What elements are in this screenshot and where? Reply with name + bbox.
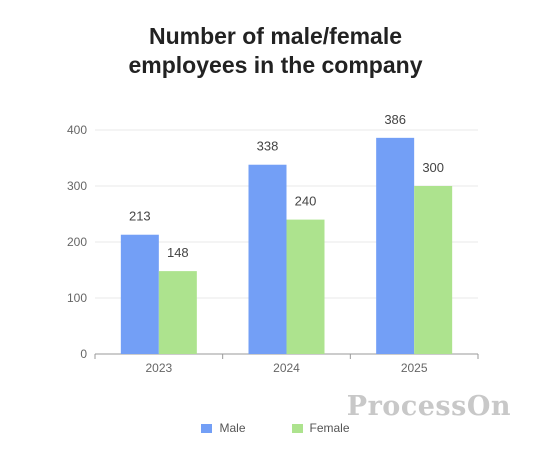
- y-tick-label-0: 0: [80, 347, 87, 361]
- data-label-female-2023: 148: [167, 245, 189, 260]
- legend-item-female[interactable]: Female: [291, 421, 350, 435]
- legend-swatch-female: [291, 423, 303, 433]
- x-tick-label-2024: 2024: [273, 361, 300, 375]
- y-tick-label-300: 300: [67, 179, 87, 193]
- data-label-male-2023: 213: [129, 209, 151, 224]
- bar-female-2024: [286, 219, 325, 354]
- data-label-male-2024: 338: [257, 139, 279, 154]
- x-tick-label-2023: 2023: [145, 361, 172, 375]
- watermark-logo: ProcessOn: [346, 391, 511, 422]
- legend: Male Female: [0, 421, 551, 435]
- data-label-male-2025: 386: [384, 112, 406, 127]
- chart-title-line-2: employees in the company: [128, 52, 423, 78]
- x-tick-label-2025: 2025: [401, 361, 428, 375]
- y-tick-label-400: 400: [67, 123, 87, 137]
- legend-swatch-male: [201, 423, 213, 433]
- bar-female-2025: [414, 186, 453, 354]
- legend-label-male: Male: [219, 421, 246, 435]
- bar-male-2024: [248, 164, 287, 354]
- bar-male-2025: [376, 137, 415, 354]
- chart-title: Number of male/female employees in the c…: [0, 22, 551, 80]
- y-tick-label-200: 200: [67, 235, 87, 249]
- y-tick-label-100: 100: [67, 291, 87, 305]
- legend-item-male[interactable]: Male: [201, 421, 246, 435]
- data-label-female-2024: 240: [295, 194, 317, 209]
- data-label-female-2025: 300: [422, 160, 444, 175]
- bar-male-2023: [120, 234, 159, 354]
- bar-female-2023: [158, 271, 197, 354]
- legend-label-female: Female: [309, 421, 350, 435]
- chart-title-line-1: Number of male/female: [148, 23, 403, 49]
